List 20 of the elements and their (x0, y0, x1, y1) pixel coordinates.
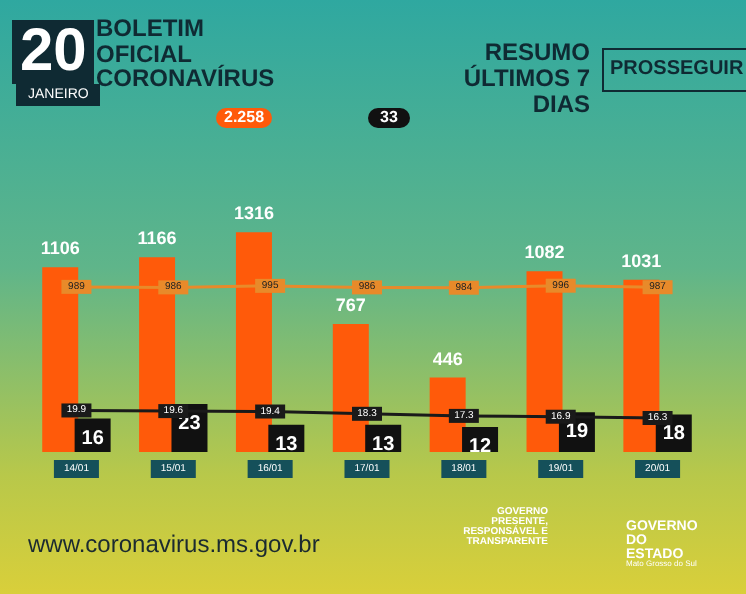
data-label: 13 (275, 433, 299, 456)
data-label: 13 (372, 433, 396, 456)
data-label: 1031 (621, 250, 662, 271)
data-label: 1166 (137, 228, 177, 249)
data-label: 18 (662, 423, 686, 446)
text: www.coronavirus.ms.gov.br (28, 530, 320, 558)
text: 2.258 (216, 108, 273, 128)
data-label: 1082 (524, 242, 565, 263)
text: 33 (368, 108, 410, 128)
text: 20 (12, 18, 95, 84)
data-label: 1106 (40, 238, 80, 259)
chart-title: BOLETIM OFICIAL CORONAVÍRUS (96, 14, 276, 93)
data-label: 446 (432, 348, 463, 369)
data-label: 19 (565, 421, 589, 444)
data-label: 767 (335, 294, 366, 315)
data-label: 16 (81, 427, 105, 450)
chart-subtitle: RESUMO ÚLTIMOS 7 DIAS (461, 38, 590, 120)
text: PROSSEGUIR (602, 48, 746, 92)
data-label: 12 (468, 435, 493, 458)
data-label: 1316 (233, 203, 274, 224)
